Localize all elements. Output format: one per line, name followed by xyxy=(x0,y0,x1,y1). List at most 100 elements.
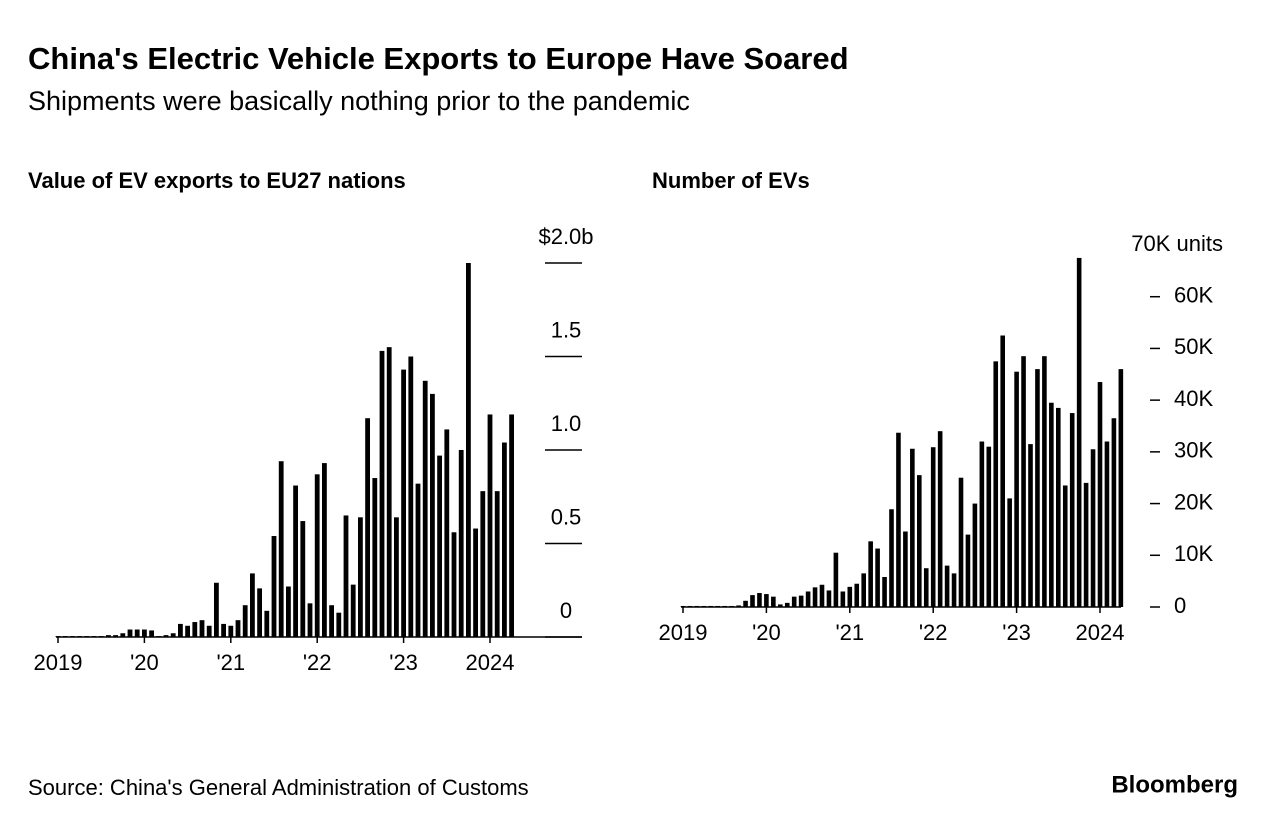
bar xyxy=(875,548,880,607)
bar xyxy=(958,477,964,607)
bar xyxy=(930,447,936,607)
bar xyxy=(300,521,306,637)
bar xyxy=(458,450,464,637)
bar xyxy=(293,485,298,637)
panel-title: Number of EVs xyxy=(652,168,810,193)
bar xyxy=(1104,441,1110,607)
bar xyxy=(944,565,950,607)
x-tick-label: '22 xyxy=(303,650,332,675)
source: Source: China's General Administration o… xyxy=(28,775,529,800)
y-tick-label: $2.0b xyxy=(538,224,593,249)
bar xyxy=(178,623,183,637)
bar xyxy=(149,630,154,637)
bar xyxy=(1035,369,1040,607)
bar xyxy=(882,577,887,607)
bar xyxy=(757,593,762,607)
bar xyxy=(480,491,486,637)
y-tick-label: 0 xyxy=(560,598,572,623)
bar xyxy=(394,517,399,637)
bar xyxy=(771,596,776,607)
bar xyxy=(329,605,334,637)
bar xyxy=(1090,449,1096,607)
x-tick-label: '22 xyxy=(919,620,948,645)
bar xyxy=(833,552,839,607)
bar xyxy=(502,442,507,637)
bar xyxy=(812,587,818,607)
bar xyxy=(854,583,860,607)
bar xyxy=(861,573,866,607)
bar xyxy=(106,635,111,637)
bar xyxy=(113,635,118,637)
bar xyxy=(430,393,435,637)
bar xyxy=(163,635,169,637)
y-tick-label: 50K xyxy=(1174,334,1213,359)
bar xyxy=(343,515,349,637)
bar xyxy=(965,534,971,607)
bar xyxy=(278,461,284,637)
bar xyxy=(235,620,241,637)
bar xyxy=(271,536,277,637)
bar xyxy=(847,586,853,607)
bar xyxy=(314,474,320,637)
bar xyxy=(868,541,873,607)
x-tick-label: '23 xyxy=(389,650,418,675)
y-tick-label: 60K xyxy=(1174,283,1213,308)
bar xyxy=(1062,485,1068,607)
bar xyxy=(784,602,790,607)
bar xyxy=(214,582,219,637)
bar xyxy=(903,531,908,607)
y-tick-label: 70K units xyxy=(1131,231,1223,256)
bar xyxy=(336,612,342,637)
panel-title: Value of EV exports to EU27 nations xyxy=(28,168,406,193)
bar xyxy=(185,625,190,637)
bar xyxy=(1056,407,1061,607)
bar xyxy=(798,595,804,607)
bar xyxy=(1083,482,1089,607)
bar xyxy=(1076,257,1082,607)
bar xyxy=(509,414,514,637)
bar xyxy=(451,532,457,637)
bar xyxy=(379,350,385,637)
bar xyxy=(1028,444,1033,607)
bar xyxy=(1069,413,1075,607)
bar xyxy=(1097,382,1103,607)
y-tick-label: 10K xyxy=(1174,541,1213,566)
bar xyxy=(422,380,428,637)
bar xyxy=(286,586,291,637)
title: China's Electric Vehicle Exports to Euro… xyxy=(28,41,849,76)
x-tick-label: 2019 xyxy=(34,650,83,675)
bar xyxy=(170,633,176,637)
bar xyxy=(923,568,929,607)
y-tick-label: 20K xyxy=(1174,489,1213,514)
y-tick-label: 0 xyxy=(1174,593,1186,618)
x-tick-label: 2024 xyxy=(466,650,515,675)
y-tick-label: 40K xyxy=(1174,386,1213,411)
x-tick-label: 2019 xyxy=(659,620,708,645)
x-tick-label: '20 xyxy=(130,650,159,675)
bar xyxy=(743,600,748,607)
bar xyxy=(750,595,755,607)
bar xyxy=(951,573,957,607)
bar xyxy=(221,623,226,637)
bar xyxy=(1049,402,1054,607)
bar xyxy=(408,356,414,637)
bar xyxy=(889,509,894,607)
x-tick-label: '23 xyxy=(1002,620,1031,645)
bar xyxy=(120,633,126,637)
bar xyxy=(1007,498,1012,607)
x-tick-label: '21 xyxy=(835,620,864,645)
bar xyxy=(791,596,797,607)
bar xyxy=(242,605,248,637)
bar xyxy=(358,517,363,637)
bar xyxy=(350,584,356,637)
bar xyxy=(910,448,915,607)
bar xyxy=(199,620,205,637)
bar xyxy=(386,347,392,637)
bar xyxy=(142,629,147,637)
bar xyxy=(764,594,769,607)
bar xyxy=(1014,371,1019,607)
bar xyxy=(1021,356,1026,607)
bar xyxy=(937,431,943,607)
bar xyxy=(415,483,421,637)
bar xyxy=(805,591,811,607)
